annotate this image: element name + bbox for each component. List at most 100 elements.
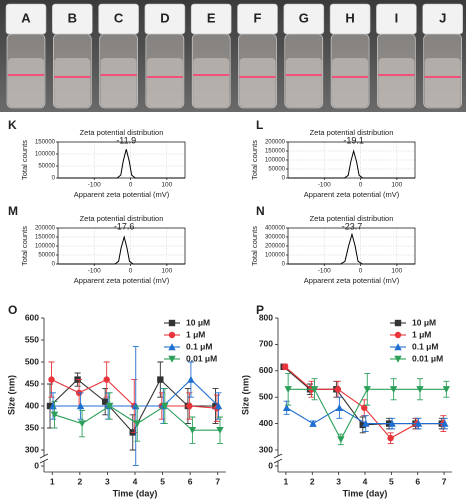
y-tick-label: 400 bbox=[25, 400, 39, 410]
data-point bbox=[310, 386, 319, 393]
x-tick-label: 3 bbox=[105, 476, 110, 486]
laser-beam bbox=[8, 74, 44, 76]
legend-marker bbox=[168, 319, 176, 327]
vial-cap bbox=[98, 3, 139, 35]
chart-title: Zeta potential distribution bbox=[310, 214, 394, 223]
y-tick-label: 400000 bbox=[265, 226, 286, 232]
x-tick-label: 4 bbox=[363, 476, 368, 486]
y-tick-label: 150000 bbox=[265, 149, 286, 155]
x-tick-label: 100 bbox=[391, 182, 402, 189]
vial-cap bbox=[190, 3, 232, 35]
y-tick-label: 300 bbox=[259, 444, 273, 454]
y-axis-label: Total counts bbox=[20, 140, 29, 180]
y-tick-label: 500 bbox=[25, 356, 39, 366]
y-tick-label: 100000 bbox=[265, 253, 286, 259]
y-tick-label: 200000 bbox=[35, 226, 56, 232]
vial-label: J bbox=[439, 10, 446, 25]
x-tick-label: 3 bbox=[336, 476, 341, 486]
data-point bbox=[101, 398, 109, 405]
y-tick-label: 0 bbox=[34, 460, 39, 470]
data-point bbox=[157, 376, 164, 383]
laser-beam bbox=[332, 76, 369, 78]
data-point bbox=[133, 420, 141, 428]
plot-frame bbox=[57, 141, 186, 179]
data-point bbox=[309, 419, 317, 427]
data-point bbox=[46, 402, 54, 410]
y-axis-label: Total counts bbox=[250, 226, 259, 266]
data-point bbox=[103, 376, 110, 383]
x-tick-label: 2 bbox=[310, 476, 315, 486]
y-tick-label: 0 bbox=[52, 176, 56, 182]
x-tick-label: 0 bbox=[129, 182, 133, 189]
x-axis-label: Time (day) bbox=[343, 488, 388, 498]
x-tick-label: 6 bbox=[188, 476, 193, 486]
y-tick-label: 0 bbox=[282, 262, 286, 268]
x-axis-label: Time (day) bbox=[113, 488, 158, 498]
data-point bbox=[214, 402, 223, 410]
vial-label: F bbox=[254, 10, 262, 25]
liquid bbox=[54, 58, 91, 107]
panel-label: M bbox=[8, 204, 18, 218]
axis-break bbox=[273, 453, 283, 464]
laser-beam bbox=[54, 76, 91, 78]
peak-annotation: -11.9 bbox=[116, 135, 136, 145]
vial-cap bbox=[144, 3, 186, 35]
axis-break bbox=[39, 453, 49, 464]
y-tick-label: 50000 bbox=[268, 167, 285, 173]
liquid bbox=[424, 58, 461, 107]
vial-cap bbox=[422, 3, 464, 35]
x-tick-label: 0 bbox=[359, 182, 363, 189]
legend-marker bbox=[168, 331, 176, 339]
y-axis-label: Size (nm) bbox=[6, 375, 16, 415]
data-point bbox=[441, 419, 449, 427]
legend-marker bbox=[394, 319, 402, 327]
legend-label: 10 μM bbox=[186, 317, 210, 327]
series-line bbox=[283, 366, 442, 426]
liquid bbox=[285, 58, 322, 107]
distribution-curve bbox=[288, 232, 415, 265]
x-tick-label: 0 bbox=[359, 268, 363, 275]
y-tick-label: 550 bbox=[25, 334, 39, 344]
vial-label: C bbox=[114, 10, 124, 25]
panel-label: P bbox=[256, 303, 264, 317]
plot-frame bbox=[287, 227, 416, 265]
chart-title: Zeta potential distribution bbox=[80, 214, 164, 223]
data-point bbox=[363, 386, 371, 393]
legend-label: 0.1 μM bbox=[412, 341, 438, 351]
vial-cap bbox=[283, 3, 325, 35]
y-tick-label: 150000 bbox=[35, 140, 56, 146]
laser-beam bbox=[424, 76, 461, 78]
legend-marker bbox=[168, 355, 176, 363]
distribution-curve bbox=[58, 149, 185, 179]
y-axis-label: Size (nm) bbox=[240, 375, 250, 415]
x-tick-label: 7 bbox=[442, 476, 447, 486]
legend-label: 1 μM bbox=[412, 329, 431, 339]
legend-label: 0.01 μM bbox=[186, 353, 217, 363]
liquid bbox=[146, 58, 183, 107]
data-point bbox=[281, 363, 289, 371]
y-tick-label: 500 bbox=[259, 391, 273, 401]
vial-cap bbox=[237, 3, 278, 35]
data-point bbox=[48, 376, 55, 383]
laser-beam bbox=[146, 76, 183, 78]
y-tick-label: 50000 bbox=[38, 164, 55, 170]
data-point bbox=[387, 434, 394, 442]
x-tick-label: 100 bbox=[161, 182, 172, 189]
plot-frame bbox=[287, 141, 416, 179]
y-tick-label: 0 bbox=[282, 176, 286, 182]
panel-label: K bbox=[8, 118, 17, 132]
x-tick-label: 2 bbox=[77, 476, 82, 486]
legend-marker bbox=[394, 331, 402, 339]
panel-label: O bbox=[8, 303, 17, 317]
y-axis-label: Total counts bbox=[20, 226, 29, 266]
x-tick-label: -100 bbox=[318, 268, 331, 275]
data-point bbox=[78, 420, 86, 428]
y-tick-label: 150000 bbox=[35, 235, 56, 241]
y-tick-label: 350 bbox=[25, 422, 39, 432]
vial-label: H bbox=[345, 10, 354, 25]
y-tick-label: 300 bbox=[25, 444, 39, 454]
vial-cap bbox=[5, 3, 47, 35]
data-point bbox=[334, 386, 342, 393]
laser-beam bbox=[378, 74, 415, 76]
peak-annotation: -23.7 bbox=[342, 221, 363, 231]
